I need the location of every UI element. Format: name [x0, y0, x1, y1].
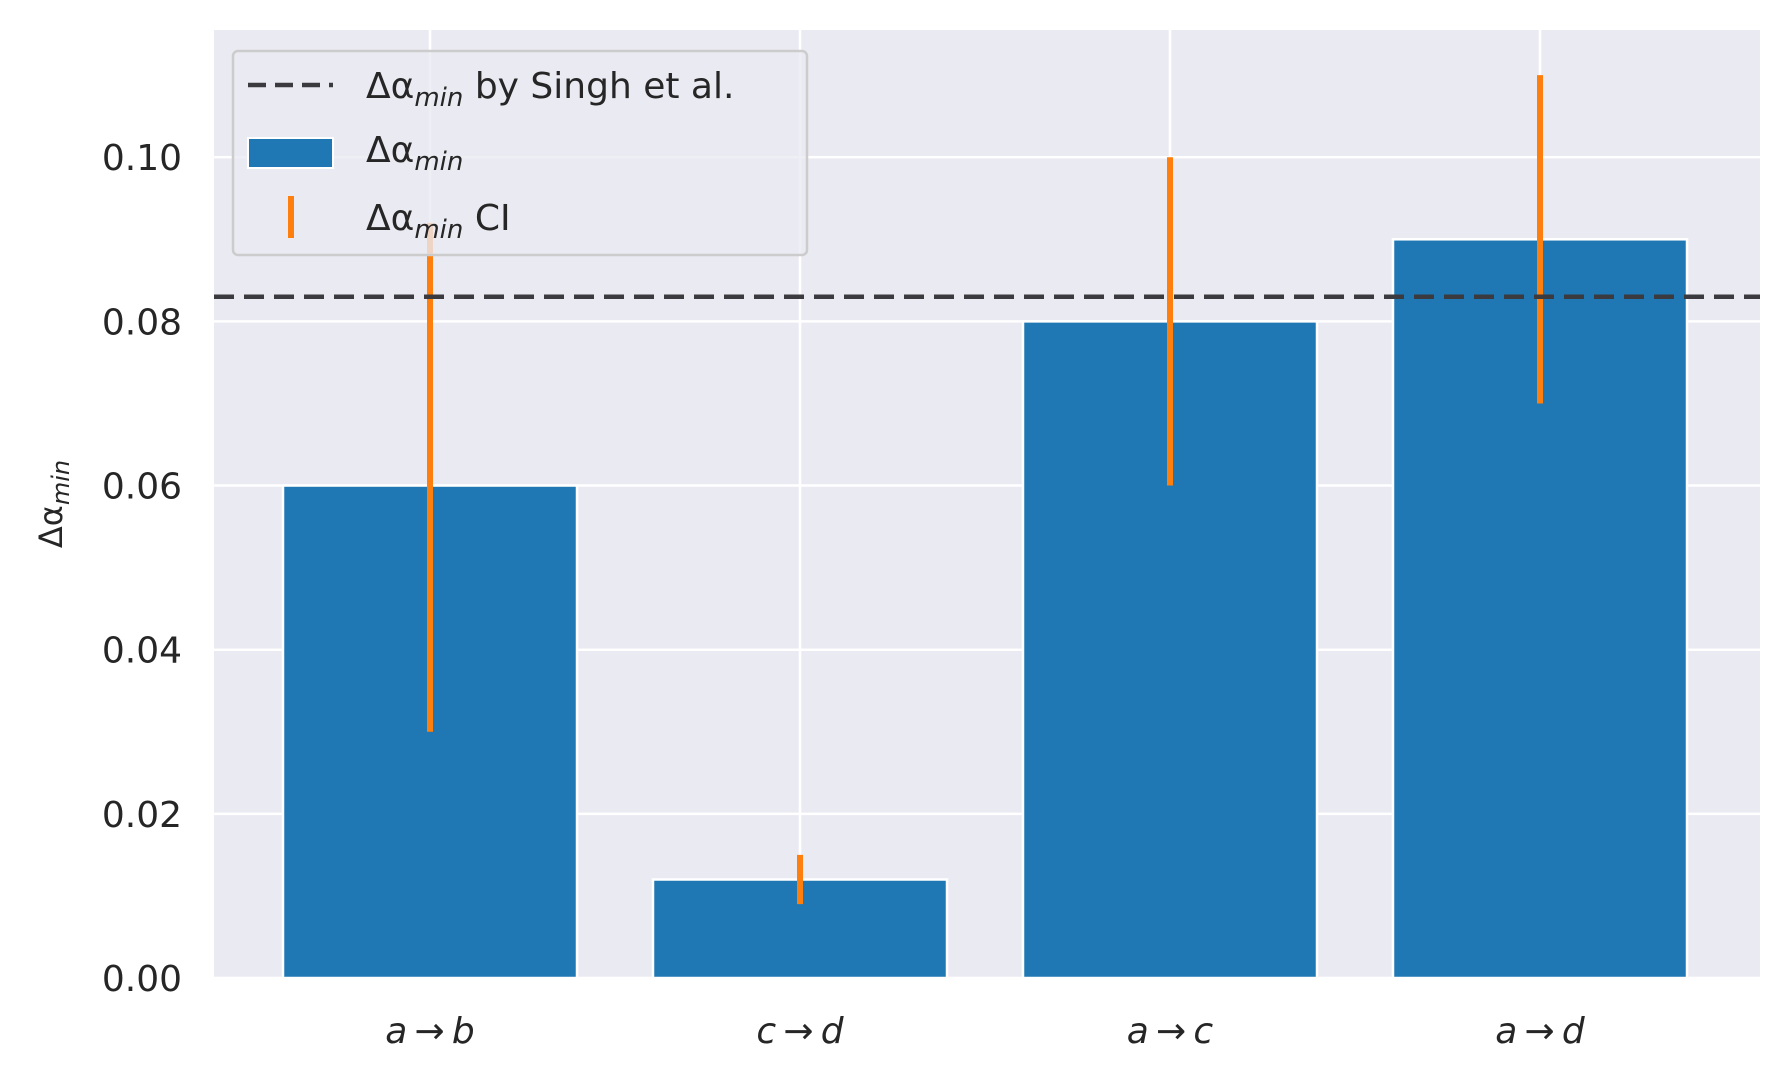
y-axis-ticks: 0.00 0.02 0.04 0.06 0.08 0.10 — [102, 138, 182, 1000]
x-tick-label-3: a → d — [1495, 1011, 1586, 1052]
bar-1 — [651, 878, 949, 980]
x-tick-label-1: c → d — [756, 1011, 844, 1052]
y-tick-label-1: 0.02 — [102, 795, 182, 836]
y-axis-label-main: Δα — [32, 505, 70, 548]
legend-ci-subscript: min — [414, 215, 463, 245]
legend-bar-label: Δαmin — [366, 130, 463, 177]
legend: Δαmin by Singh et al. Δαmin Δαmin CI — [231, 49, 809, 257]
legend-reference-main: Δα — [366, 66, 414, 107]
x-tick-label-0: a → b — [385, 1011, 474, 1052]
legend-ci-suffix: CI — [463, 198, 510, 239]
y-tick-label-2: 0.04 — [102, 631, 182, 672]
confidence-intervals — [427, 75, 1543, 905]
legend-reference-subscript: min — [414, 83, 463, 113]
x-axis-ticks: a → b c → d a → c a → d — [385, 1011, 1586, 1052]
y-tick-label-4: 0.08 — [102, 302, 182, 343]
y-axis-label: Δαmin — [32, 460, 75, 548]
legend-bar-swatch — [247, 137, 334, 169]
legend-bar-main: Δα — [366, 130, 414, 171]
y-tick-label-0: 0.00 — [102, 959, 182, 1000]
y-axis-label-subscript: min — [47, 460, 75, 505]
x-tick-label-2: a → c — [1127, 1011, 1214, 1052]
y-tick-label-3: 0.06 — [102, 467, 182, 508]
y-tick-label-5: 0.10 — [102, 138, 182, 179]
legend-ci-main: Δα — [366, 198, 414, 239]
legend-reference-suffix: by Singh et al. — [463, 66, 734, 107]
legend-frame — [231, 49, 809, 257]
legend-bar-subscript: min — [414, 147, 463, 177]
legend-reference-label: Δαmin by Singh et al. — [366, 66, 734, 113]
legend-ci-label: Δαmin CI — [366, 198, 511, 245]
